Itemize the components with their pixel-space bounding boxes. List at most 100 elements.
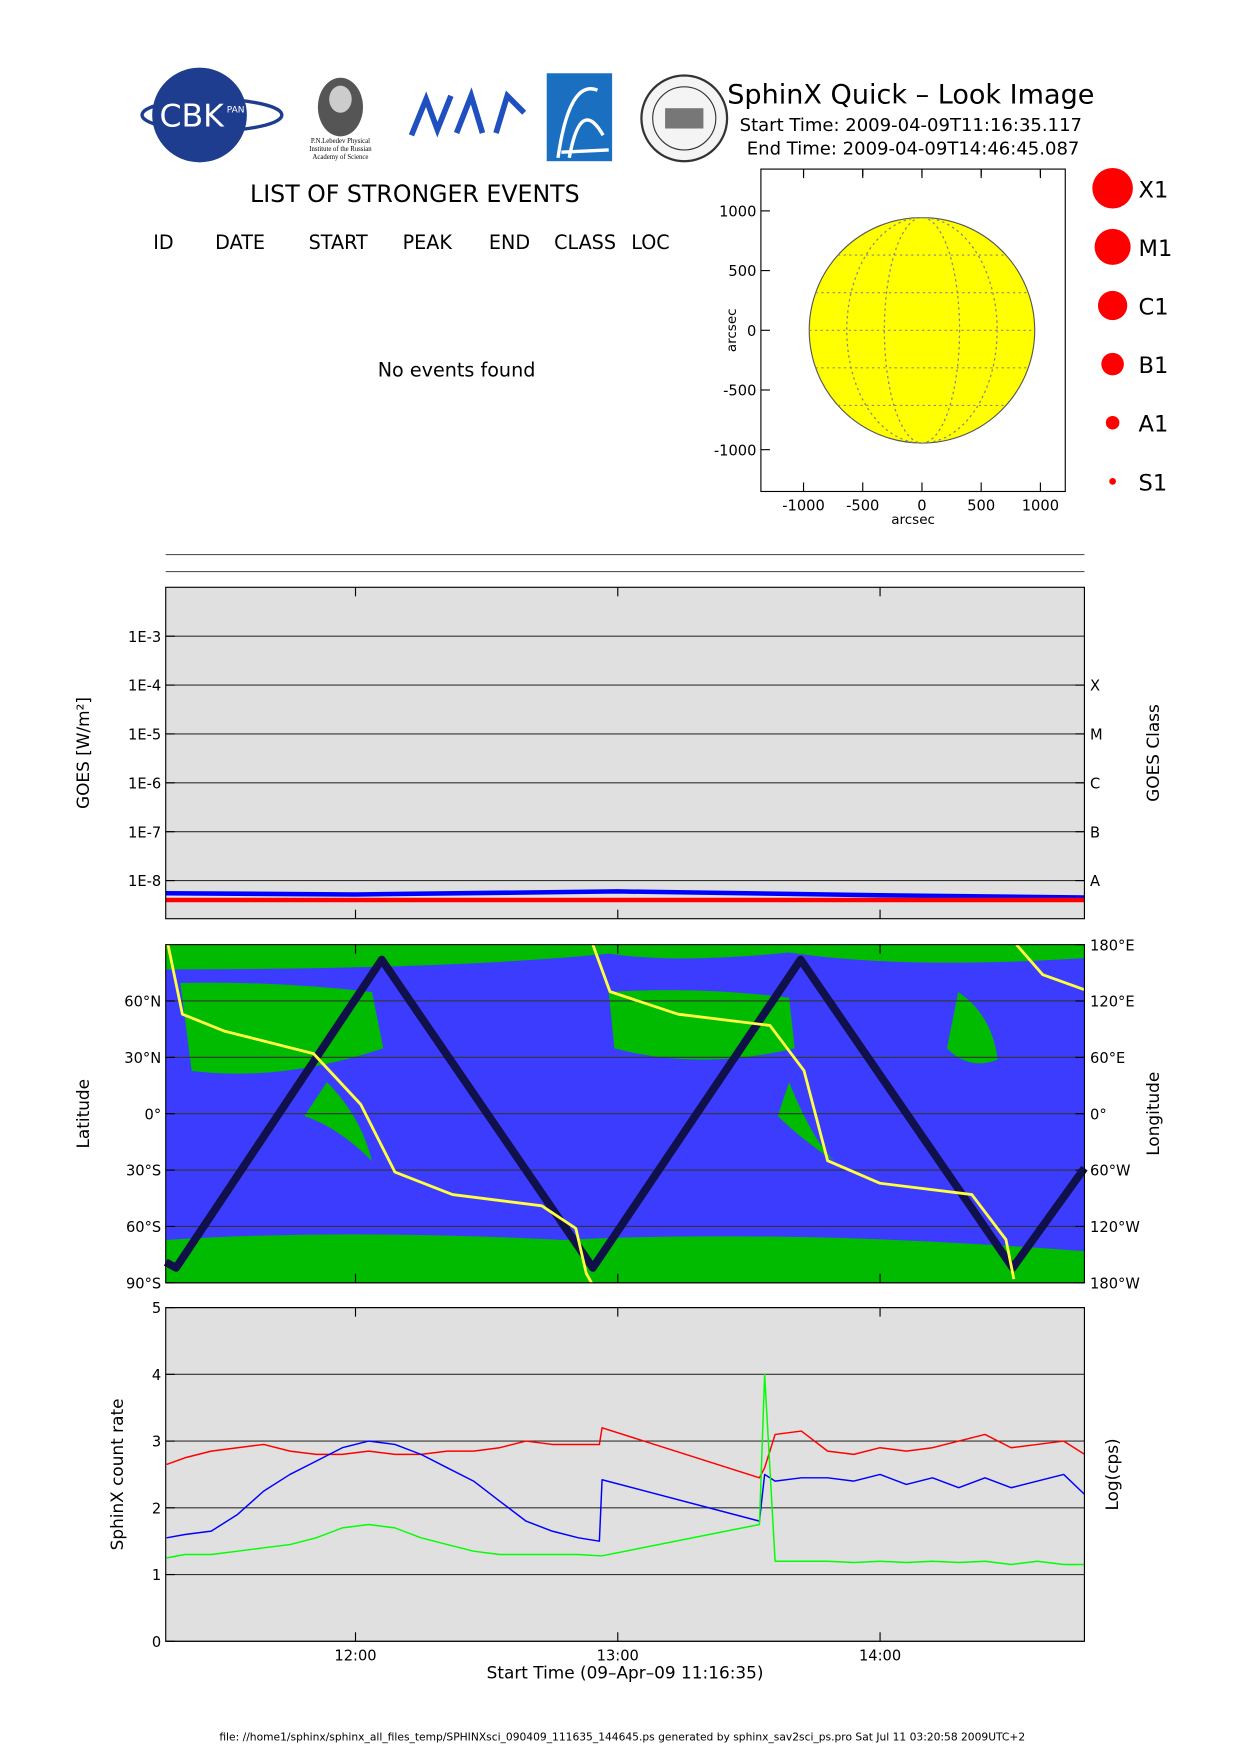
data-line: [166, 1373, 1085, 1566]
page-title: SphinX Quick – Look Image: [727, 80, 1094, 111]
map-region: [946, 991, 998, 1064]
class-marker: [1092, 167, 1133, 209]
events-header: ID DATE START PEAK END CLASS LOC: [153, 231, 669, 254]
chart: 0 1 2 3 4 5 12:00 13:00 14:00 Start Time (09–Apr–…: [107, 1300, 1122, 1682]
x-tick-label: 500: [967, 498, 995, 515]
logo-lebedev: P.N.Lebedev Physical Institute of the Ru…: [309, 77, 372, 161]
x-tick-label: 13:00: [597, 1647, 639, 1664]
column-header: DATE: [215, 231, 265, 254]
plot-frame: [165, 586, 1085, 920]
plot-frame: [165, 1307, 1085, 1642]
x-tick-label: -500: [846, 498, 879, 515]
y2-tick-label: M: [1090, 727, 1103, 744]
data-line: [165, 889, 1085, 900]
map-region: [165, 1234, 1085, 1283]
y2-tick-label: 120°W: [1090, 1219, 1140, 1236]
y-tick-label: 60°S: [126, 1219, 161, 1236]
x-axis-label: arcsec: [891, 512, 935, 528]
map-region: [180, 982, 384, 1074]
y-tick-label: 500: [728, 263, 756, 280]
plot-frame: [165, 944, 1085, 1284]
class-label: A1: [1139, 412, 1169, 438]
events-title: LIST OF STRONGER EVENTS: [250, 180, 580, 208]
y-tick-label: -1000: [714, 442, 757, 459]
column-header: ID: [153, 231, 173, 254]
class-marker: [1094, 228, 1131, 265]
y-tick-label: 1E-6: [128, 775, 161, 792]
map-region: [777, 1082, 835, 1162]
class-marker: [1097, 290, 1128, 321]
charts: -1000 -500 0 500 1000 -1000 -500 0 500 1000 arcsec…: [73, 168, 1163, 1682]
y-tick-label: 90°S: [126, 1275, 161, 1292]
x-axis-label: Start Time (09–Apr–09 11:16:35): [487, 1662, 764, 1682]
logo-cbk: CBK PAN: [140, 67, 284, 163]
column-header: START: [309, 231, 368, 254]
logo-text: Institute of the Russian: [309, 146, 372, 153]
column-header: PEAK: [403, 231, 453, 254]
y-tick-label: 5: [152, 1300, 161, 1317]
start-time: Start Time: 2009-04-09T11:16:35.117: [740, 115, 1082, 136]
y-tick-label: 0°: [145, 1106, 162, 1123]
y-tick-label: 1000: [719, 204, 756, 221]
logo-arcs: [546, 73, 613, 162]
map-region: [304, 1082, 373, 1162]
y-axis-label: SphinX count rate: [107, 1399, 127, 1551]
y2-axis-label: Longitude: [1143, 1072, 1163, 1156]
y2-tick-label: C: [1090, 775, 1100, 792]
column-header: END: [489, 231, 530, 254]
y-tick-label: 1E-3: [128, 629, 161, 646]
chart: 90°S 60°S 30°S 0° 30°N 60°N 180°E 120°E 60°E 0° 60…: [73, 937, 1163, 1292]
logo-mifi: [408, 87, 527, 138]
y2-tick-label: B: [1090, 824, 1100, 841]
y-tick-label: 3: [152, 1434, 161, 1451]
events-message: No events found: [378, 359, 536, 382]
y-axis-label: GOES [W/m²]: [73, 697, 93, 809]
class-label: S1: [1139, 470, 1168, 496]
disk-meridian: [883, 216, 961, 444]
x-tick-label: 0: [917, 498, 926, 515]
y-tick-label: 1E-4: [128, 678, 161, 695]
end-time: End Time: 2009-04-09T14:46:45.087: [747, 138, 1080, 159]
class-marker: [1105, 415, 1120, 430]
y2-tick-label: 180°W: [1090, 1275, 1140, 1292]
y-tick-label: 0: [747, 323, 756, 340]
disk-meridian: [846, 216, 998, 444]
class-label: C1: [1139, 295, 1169, 321]
x-tick-label: 12:00: [334, 1647, 376, 1664]
chart: 1E-8 1E-7 1E-6 1E-5 1E-4 1E-3 A B C M X GOES [W/m²]…: [73, 586, 1163, 920]
class-label: M1: [1139, 236, 1173, 262]
class-marker: [1109, 477, 1116, 485]
y-tick-label: 30°N: [124, 1050, 161, 1067]
plot-background: [165, 1307, 1085, 1642]
data-line: [166, 943, 1085, 1284]
column-header: LOC: [631, 231, 669, 254]
logo-text: Academy of Science: [313, 154, 369, 161]
y2-tick-label: 180°E: [1090, 937, 1135, 954]
footer: file: //home1/sphinx/sphinx_all_files_te…: [219, 1730, 1025, 1743]
y-tick-label: 1E-7: [128, 824, 161, 841]
x-tick-label: -1000: [782, 498, 825, 515]
y-tick-label: 2: [152, 1500, 161, 1517]
y-tick-label: -500: [723, 383, 756, 400]
class-legend: X1 M1 C1 B1 A1 S1: [1092, 167, 1173, 496]
data-line: [166, 1440, 1086, 1542]
y-tick-label: 1E-8: [128, 873, 161, 890]
y2-tick-label: 120°E: [1090, 994, 1135, 1011]
y2-tick-label: 60°E: [1090, 1050, 1125, 1067]
logo-text: CBK: [159, 98, 225, 134]
logo-text: PAN: [227, 106, 245, 116]
y-tick-label: 4: [152, 1367, 161, 1384]
column-header: CLASS: [554, 231, 616, 254]
class-label: B1: [1139, 353, 1169, 379]
x-tick-label: 1000: [1022, 498, 1059, 515]
data-line: [166, 1427, 1086, 1479]
plot-frame: [760, 168, 1066, 493]
x-tick-label: 14:00: [859, 1647, 901, 1664]
y2-axis-label: GOES Class: [1143, 704, 1163, 802]
y-axis-label: arcsec: [724, 308, 740, 352]
y2-axis-label: Log(cps): [1102, 1438, 1122, 1510]
class-label: X1: [1139, 177, 1169, 203]
